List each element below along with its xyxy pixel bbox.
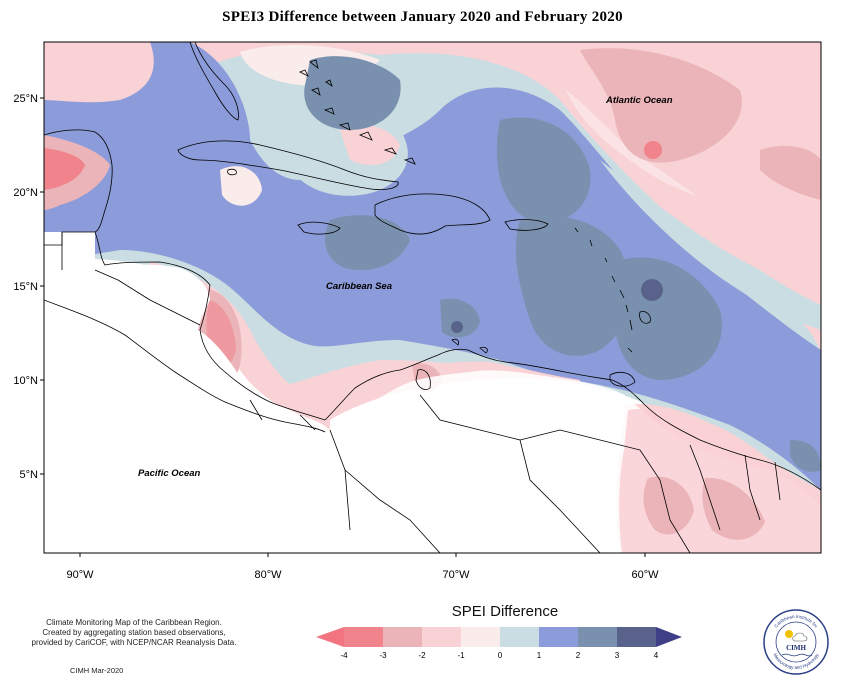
legend-tick: -3 [379, 651, 387, 660]
label-caribbean-sea: Caribbean Sea [326, 281, 392, 292]
lat-label-20n: 20°N [13, 187, 38, 199]
legend-swatch [500, 627, 539, 647]
legend-tick: 1 [537, 651, 542, 660]
label-pacific-ocean: Pacific Ocean [138, 468, 201, 479]
map-title: SPEI3 Difference between January 2020 an… [222, 9, 623, 25]
legend-swatch [617, 627, 656, 647]
lat-label-15n: 15°N [13, 281, 38, 293]
lat-label-10n: 10°N [13, 375, 38, 387]
footer-line-3: provided by CariCOF, with NCEP/NCAR Rean… [31, 638, 237, 647]
legend-swatch [422, 627, 461, 647]
logo-text: CIMH [786, 644, 806, 652]
legend-arrow-high [656, 627, 682, 647]
legend-swatch [578, 627, 617, 647]
footer-line-2: Created by aggregating station based obs… [42, 628, 226, 637]
lat-axis: 25°N 20°N 15°N 10°N 5°N [13, 93, 44, 481]
spei-map: 25°N 20°N 15°N 10°N 5°N 90°W 80°W 70°W 6… [13, 41, 822, 581]
lat-label-5n: 5°N [20, 469, 39, 481]
wave-icon [781, 653, 813, 657]
legend-tick: -4 [340, 651, 348, 660]
spei-field [44, 42, 821, 553]
lon-axis: 90°W 80°W 70°W 60°W [66, 553, 659, 581]
legend-swatch [344, 627, 383, 647]
legend-tick: 4 [654, 651, 659, 660]
legend-tick: -2 [418, 651, 426, 660]
legend-colorbar: -4 -3 -2 -1 0 1 2 3 4 [316, 627, 682, 660]
legend-tick: 3 [615, 651, 620, 660]
cloud-icon [792, 632, 808, 642]
sun-icon [785, 630, 793, 638]
footer-description: Climate Monitoring Map of the Caribbean … [18, 618, 250, 648]
legend-title: SPEI Difference [451, 603, 559, 620]
cimh-logo: Caribbean Institute for Meteorology and … [763, 609, 829, 675]
lat-label-25n: 25°N [13, 93, 38, 105]
legend-swatch [461, 627, 500, 647]
legend-swatch [383, 627, 422, 647]
label-atlantic-ocean: Atlantic Ocean [605, 95, 673, 106]
lon-label-90w: 90°W [66, 569, 94, 581]
legend-tick: 0 [498, 651, 503, 660]
legend-tick: -1 [457, 651, 465, 660]
coastlines [44, 42, 821, 553]
map-frame [43, 41, 822, 554]
legend-arrow-low [316, 627, 344, 647]
legend-tick: 2 [576, 651, 581, 660]
lon-label-60w: 60°W [631, 569, 659, 581]
footer-line-1: Climate Monitoring Map of the Caribbean … [46, 618, 222, 627]
lon-label-80w: 80°W [254, 569, 282, 581]
legend-swatch [539, 627, 578, 647]
lon-label-70w: 70°W [442, 569, 470, 581]
footer-stamp: CIMH Mar-2020 [70, 666, 124, 675]
